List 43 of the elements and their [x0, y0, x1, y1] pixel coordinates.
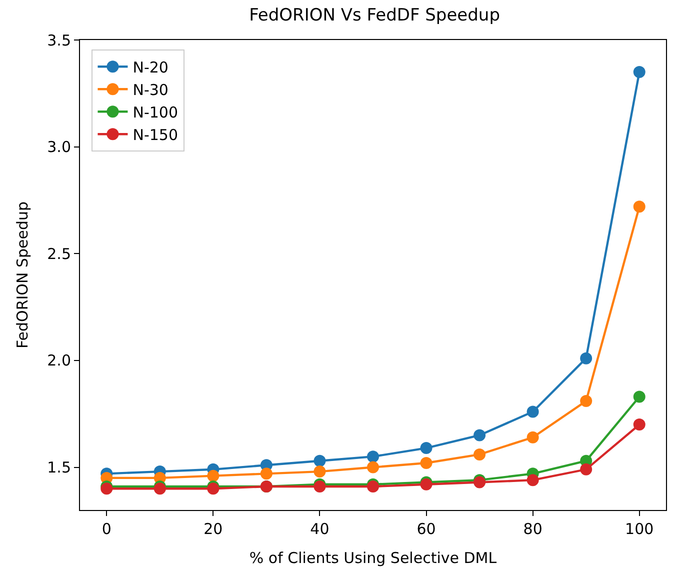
point	[207, 470, 220, 482]
point	[100, 482, 113, 495]
point	[420, 442, 432, 454]
point	[474, 448, 486, 460]
point	[420, 457, 432, 469]
point	[633, 418, 646, 431]
legend-label: N-100	[132, 104, 178, 122]
y-tick-label: 3.0	[47, 138, 71, 156]
y-tick-label: 2.0	[47, 352, 71, 370]
x-tick-label: 100	[625, 520, 654, 538]
point	[633, 66, 646, 78]
point	[367, 450, 379, 463]
point	[367, 461, 379, 474]
point	[580, 395, 592, 408]
point	[367, 480, 379, 492]
x-tick-label: 80	[523, 520, 542, 538]
point	[580, 352, 592, 364]
point	[526, 474, 539, 486]
y-tick-label: 3.5	[47, 31, 71, 50]
point	[633, 390, 646, 403]
point	[314, 480, 326, 492]
legend-label: N-20	[132, 58, 168, 76]
x-tick-label: 0	[102, 520, 112, 538]
point	[526, 406, 539, 418]
y-axis-title: FedORION Speedup	[13, 201, 32, 349]
x-tick-label: 40	[310, 520, 330, 538]
chart-title: FedORION Vs FedDF Speedup	[249, 6, 500, 26]
point	[474, 429, 486, 442]
y-tick-label: 1.5	[47, 458, 71, 477]
point	[314, 466, 326, 478]
point	[526, 431, 539, 444]
point	[207, 482, 220, 495]
x-tick-label: 60	[416, 520, 436, 538]
point	[260, 468, 272, 480]
point	[314, 454, 326, 467]
x-axis-title: % of Clients Using Selective DML	[249, 549, 498, 567]
legend-label: N-30	[132, 81, 168, 99]
point	[633, 200, 646, 213]
y-tick-label: 2.5	[47, 244, 71, 263]
point	[580, 463, 592, 476]
point	[154, 482, 166, 495]
x-tick-label: 20	[204, 520, 223, 538]
legend-label: N-150	[132, 126, 178, 144]
